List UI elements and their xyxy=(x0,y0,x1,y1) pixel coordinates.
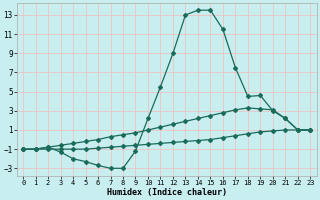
X-axis label: Humidex (Indice chaleur): Humidex (Indice chaleur) xyxy=(107,188,227,197)
